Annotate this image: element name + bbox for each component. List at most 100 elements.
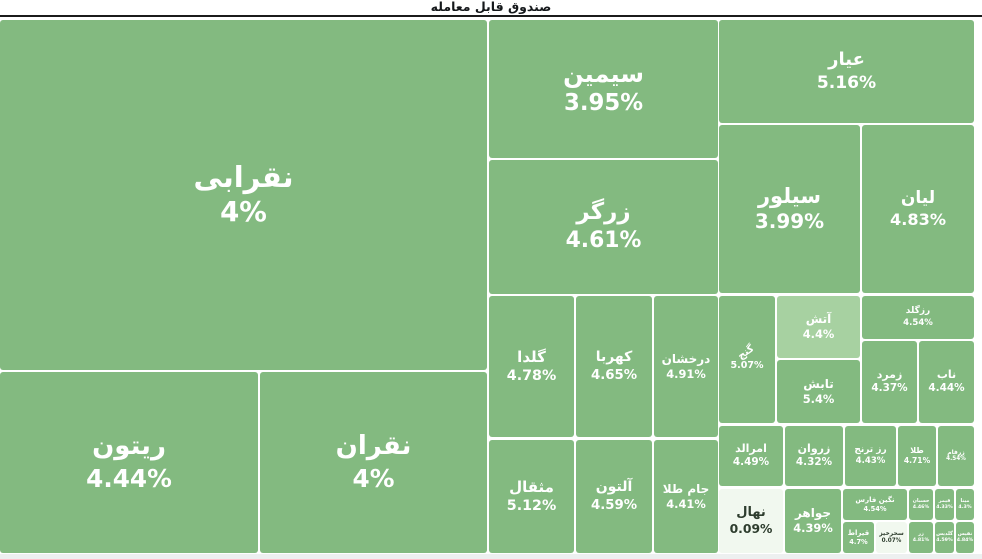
tile-rosegold[interactable]: رزگلد 4.54% [862, 296, 974, 339]
tile-label: گلدیس [936, 531, 953, 538]
tile-mina[interactable]: مینا 4.3% [956, 489, 974, 520]
tile-noghran[interactable]: نقران 4% [260, 372, 487, 553]
tile-label: زرفام [947, 448, 965, 456]
tile-label: زروان [797, 442, 831, 456]
tile-javaher[interactable]: جواهر 4.39% [785, 489, 841, 553]
tile-value: 4.4% [802, 327, 835, 342]
tile-label: زر [918, 531, 924, 538]
tile-value: 4.7% [849, 537, 868, 546]
tile-label: آتش [805, 312, 832, 327]
tile-zarvan[interactable]: زروان 4.32% [785, 426, 843, 486]
tile-nahal[interactable]: نهال 0.09% [719, 489, 783, 553]
tile-value: 4.32% [795, 456, 833, 469]
tile-atash[interactable]: آتش 4.4% [777, 296, 860, 358]
tile-zar[interactable]: زر 4.81% [909, 522, 933, 553]
tile-label: قیمر [938, 498, 951, 505]
treemap-header: صندوق قابل معامله [0, 0, 982, 17]
tile-derakhshan[interactable]: درخشان 4.91% [654, 296, 718, 437]
tile-label: سحرخیز [879, 530, 904, 538]
tile-kahroba[interactable]: کهربا 4.65% [576, 296, 652, 437]
tile-label: امرالد [735, 442, 767, 456]
tile-value: 4.84% [956, 537, 974, 543]
tile-goldis[interactable]: گلدیس 4.59% [935, 522, 954, 553]
tile-gheymar[interactable]: قیمر 4.33% [935, 489, 954, 520]
tile-golda[interactable]: گلدا 4.78% [489, 296, 574, 437]
tile-tabesh[interactable]: تابش 5.4% [777, 360, 860, 423]
tile-lian[interactable]: لیان 4.83% [862, 125, 974, 293]
tile-label: ریتون [92, 431, 166, 462]
tile-zargar[interactable]: زرگر 4.61% [489, 160, 718, 294]
tile-value: 4.78% [506, 367, 557, 384]
tile-value: 0.07% [881, 537, 902, 544]
tile-value: 4% [220, 196, 267, 229]
tile-negin-fars[interactable]: نگین فارس 4.54% [843, 489, 907, 520]
tile-jam-tala[interactable]: جام طلا 4.41% [654, 440, 718, 553]
tile-value: 5.4% [802, 391, 835, 406]
tile-value: 4.71% [903, 456, 931, 466]
tile-label: عیار [828, 49, 865, 71]
tile-label: زمرد [876, 368, 903, 382]
tile-hesban[interactable]: حسبان 4.46% [909, 489, 933, 520]
tile-value: 3.99% [754, 209, 825, 234]
tile-label: آلتون [595, 479, 633, 496]
tile-ayar[interactable]: عیار 5.16% [719, 20, 974, 123]
tile-gheraat[interactable]: قیراط 4.7% [843, 522, 874, 553]
tile-value: 4.65% [590, 367, 638, 383]
tile-value: 4.54% [946, 456, 966, 463]
tile-value: 4.91% [666, 366, 706, 381]
tile-label: نفیس [957, 531, 973, 538]
tile-label: گلدا [517, 347, 546, 366]
tile-value: 4.61% [565, 228, 642, 254]
tile-label: جام طلا [662, 481, 710, 496]
tile-zomorrod[interactable]: زمرد 4.37% [862, 341, 917, 423]
tile-label: رزگلد [905, 306, 931, 317]
tile-label: درخشان [661, 351, 711, 366]
tile-value: 4.44% [86, 463, 172, 493]
tile-simin[interactable]: سیمین 3.95% [489, 20, 718, 158]
tile-label: سیمین [563, 60, 644, 89]
tile-label: زرگر [576, 199, 631, 226]
tile-ganj[interactable]: گنج 5.07% [719, 296, 775, 423]
tile-roz-toranj[interactable]: رز ترنج 4.43% [845, 426, 896, 486]
tile-label: قیراط [847, 528, 870, 537]
tile-value: 4.44% [928, 382, 965, 395]
tile-silver[interactable]: سیلور 3.99% [719, 125, 860, 293]
tile-nafis[interactable]: نفیس 4.84% [956, 522, 974, 553]
tile-value: 0.09% [729, 522, 773, 537]
tile-nab[interactable]: ناب 4.44% [919, 341, 974, 423]
tile-label: کهربا [595, 349, 633, 366]
tile-value: 4.46% [912, 504, 930, 510]
tile-label: مثقال [509, 477, 554, 496]
tile-value: 4.49% [732, 456, 770, 469]
tile-mesghal[interactable]: مثقال 5.12% [489, 440, 574, 553]
tile-value: 4.83% [890, 210, 946, 230]
tile-saharkhiz[interactable]: سحرخیز 0.07% [876, 522, 907, 553]
tile-value: 4.59% [936, 537, 953, 543]
tile-value: 3.95% [563, 90, 644, 117]
tile-tala[interactable]: طلا 4.71% [898, 426, 936, 486]
tile-value: 5.12% [506, 497, 557, 514]
tile-label: تابش [803, 376, 834, 391]
footer-strip [0, 554, 982, 559]
tile-value: 4.43% [855, 456, 886, 467]
tile-alton[interactable]: آلتون 4.59% [576, 440, 652, 553]
tile-label: نقرابی [193, 159, 294, 194]
tile-zarfam[interactable]: زرفام 4.54% [938, 426, 974, 486]
tile-label: ناب [936, 368, 957, 382]
tile-noghrabi[interactable]: نقرابی 4% [0, 20, 487, 370]
tile-value: 4.81% [912, 537, 930, 543]
tile-label: رز ترنج [854, 444, 887, 455]
tile-value: 4.54% [863, 504, 887, 513]
tile-riton[interactable]: ریتون 4.44% [0, 372, 258, 553]
tile-label: سیلور [757, 183, 822, 208]
tile-value: 4.33% [936, 504, 953, 510]
tile-label: لیان [900, 187, 936, 208]
tile-value: 4.41% [666, 496, 706, 511]
tile-label: جواهر [794, 506, 832, 521]
tile-value: 5.07% [730, 359, 764, 371]
tile-label: نگین فارس [855, 495, 895, 504]
tile-label: مینا [960, 498, 970, 505]
tile-emerald[interactable]: امرالد 4.49% [719, 426, 783, 486]
